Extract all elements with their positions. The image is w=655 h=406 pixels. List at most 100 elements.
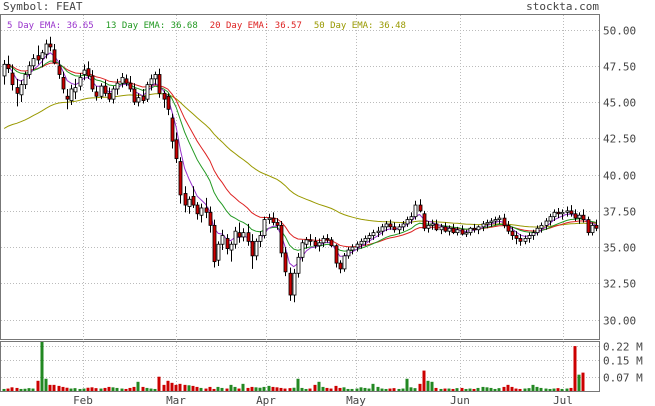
volume-bar [430,381,434,391]
candle [548,213,553,226]
volume-bar [136,381,140,391]
candle [65,88,70,110]
volume-bar [229,384,233,391]
candle [199,203,204,223]
legend-entry: 5 Day EMA: 36.65 [7,21,94,31]
volume-bar [346,388,350,391]
volume-bar [204,388,208,391]
volume-tick-label: 0.07 M [603,372,643,385]
volume-bar [250,386,254,391]
candle [157,68,162,98]
candle [2,59,7,85]
volume-bar [52,384,56,391]
candle [296,252,301,278]
volume-bar [502,386,506,391]
volume-bar [86,387,90,391]
volume-bar [31,388,35,391]
volume-bar [308,388,312,391]
candle [535,225,540,236]
candle [401,221,406,232]
candle [170,113,175,149]
volume-bar [489,387,493,391]
volume-bar [48,384,52,391]
price-tick-label: 45.00 [603,97,636,110]
candle [73,78,78,100]
candle [10,64,15,91]
ema-50-line [3,93,596,228]
volume-grid [1,342,599,391]
month-axis-labels: Feb Mar Apr May Jun Jul [73,394,573,406]
volume-bar [409,387,413,391]
volume-bar [65,387,69,391]
volume-bar [321,386,325,391]
candle [27,61,32,79]
volume-bar [334,385,338,391]
volume-bar [44,378,48,391]
candle [392,222,397,233]
candle [590,222,595,236]
volume-bar [124,388,128,391]
volume-bar [141,386,145,391]
volume-bar [183,384,187,391]
candle [90,70,95,92]
ema-20-line [4,62,596,248]
volume-bar [94,388,98,391]
candle [220,229,225,251]
candle [183,186,188,213]
volume-bar [27,388,31,391]
volume-bar [10,387,14,391]
volume-bar [132,386,136,391]
candle [565,206,570,217]
candle [288,267,293,301]
volume-bar [317,381,321,391]
ema-legend: 5 Day EMA: 36.65 13 Day EMA: 36.68 20 Day … [7,21,406,31]
volume-bar [237,388,241,391]
candle [141,88,146,104]
candle [241,228,246,242]
candle [69,84,74,105]
volume-bar [560,388,564,391]
candle [552,209,557,222]
candle [216,241,221,267]
candle [334,244,339,268]
volume-bar [426,380,430,391]
candle [376,226,381,237]
volume-bar [384,388,388,391]
candle [569,205,574,217]
candle [560,209,565,220]
candle [313,236,318,249]
candle [397,223,402,235]
candle [61,71,66,94]
legend-entry: 20 Day EMA: 36.57 [210,21,302,31]
volume-bar [460,387,464,391]
volume-bar [455,388,459,391]
candle [510,226,515,240]
candle [346,247,351,259]
volume-bar [220,387,224,391]
candle [493,216,498,226]
candle [531,229,536,240]
candle [573,209,578,222]
volume-bar [527,388,531,391]
candle [15,78,20,107]
volume-bar [82,388,86,391]
candle [275,218,280,230]
volume-bar [397,388,401,391]
volume-bar [464,388,468,391]
candle [82,64,87,81]
candle [111,86,116,104]
volume-bar [153,388,157,391]
volume-bar [418,383,422,391]
volume-bar [359,387,363,391]
candle [304,236,309,249]
candle [145,81,150,103]
volume-tick-label: 0.15 M [603,355,643,368]
candle [422,210,427,232]
price-tick-label: 40.00 [603,170,636,183]
volume-bar [304,388,308,391]
volume-bar [569,387,573,391]
candle [103,80,108,97]
legend-value: 36.48 [379,21,406,31]
volume-bar [279,387,283,391]
candle [153,71,158,85]
